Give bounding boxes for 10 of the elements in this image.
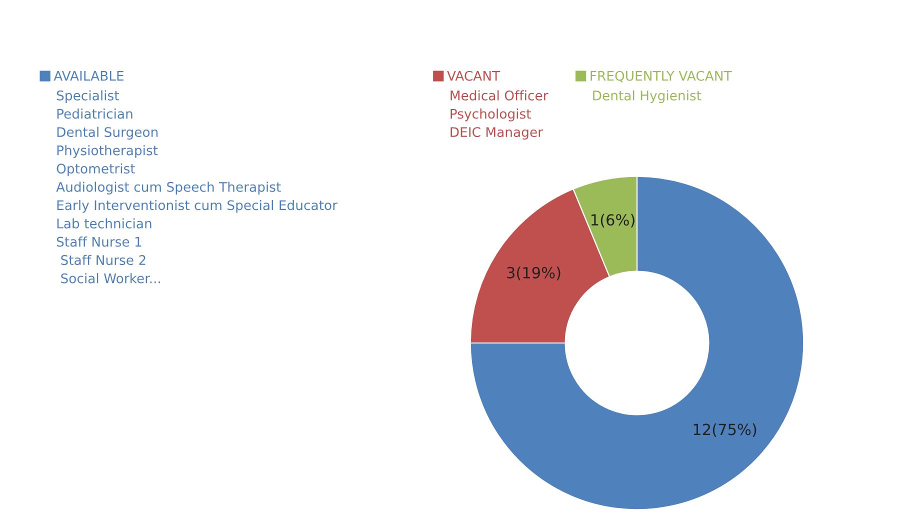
legend-label: FREQUENTLY VACANT [590,70,732,82]
legend-label: VACANT [447,70,500,81]
data-label: 1(6%) [592,214,634,228]
data-label: 12(75%) [694,423,756,438]
text: Specialist Pediatrician Dental Surgeon Physiotherapist Optometrist Audiologist cum Speech Therapist Early Interventionist cum Special Educator Lab technician Staff Nurse 1 Staff Nurse 2 Social Worker... [56,90,338,284]
legend-label: AVAILABLE [54,71,124,81]
donut-slice [470,176,804,510]
text: Dental Hygienist [593,90,702,104]
text: Medical Officer Psychologist DEIC Manager [450,90,548,140]
data-label: 3(19%) [507,266,560,280]
